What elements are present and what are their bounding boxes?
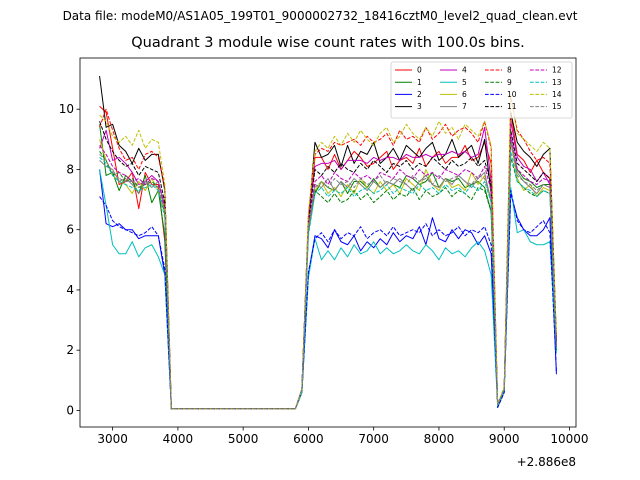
legend-label-15: 15 [552,102,562,111]
legend-label-14: 14 [552,90,562,99]
y-tick-label: 0 [66,403,74,417]
legend-box [390,61,573,119]
legend-label-7: 7 [462,102,467,111]
x-tick-label: 5000 [228,432,259,446]
x-tick-label: 10000 [550,432,588,446]
y-tick-label: 2 [66,343,74,357]
y-tick-label: 8 [66,162,74,176]
legend-label-11: 11 [507,102,517,111]
plot-frame [79,57,577,428]
series-line-10 [99,190,557,410]
x-tick-label: 7000 [358,432,389,446]
x-tick-label: 6000 [293,432,324,446]
x-tick-label: 9000 [489,432,520,446]
legend-label-9: 9 [507,78,512,87]
series-line-3 [99,76,557,410]
legend-label-2: 2 [417,90,422,99]
legend-label-6: 6 [462,90,467,99]
x-offset-label: +2.886e8 [517,455,576,469]
x-tick-label: 4000 [163,432,194,446]
x-axis: 3000 4000 5000 6000 7000 8000 9000 10000 [97,427,589,446]
y-tick-label: 4 [66,283,74,297]
series-line-15 [99,141,557,410]
legend-label-5: 5 [462,78,467,87]
legend-label-13: 13 [552,78,562,87]
figure-suptitle: Data file: modeM0/AS1A05_199T01_90000027… [62,9,578,23]
legend-label-8: 8 [507,66,512,75]
x-tick-label: 8000 [424,432,455,446]
legend-label-10: 10 [507,90,517,99]
legend-label-12: 12 [552,66,562,75]
y-axis: 0 2 4 6 8 10 [59,102,80,417]
legend-label-4: 4 [462,66,467,75]
series-line-8 [99,96,557,410]
y-tick-label: 6 [66,223,74,237]
plot-lines [99,76,557,410]
x-tick-label: 3000 [97,432,128,446]
legend-label-1: 1 [417,78,422,87]
y-tick-label: 10 [59,102,74,116]
series-line-12 [99,132,557,410]
legend-label-0: 0 [417,66,422,75]
chart-title: Quadrant 3 module wise count rates with … [131,35,525,51]
series-line-6 [99,139,557,410]
legend-label-3: 3 [417,102,422,111]
